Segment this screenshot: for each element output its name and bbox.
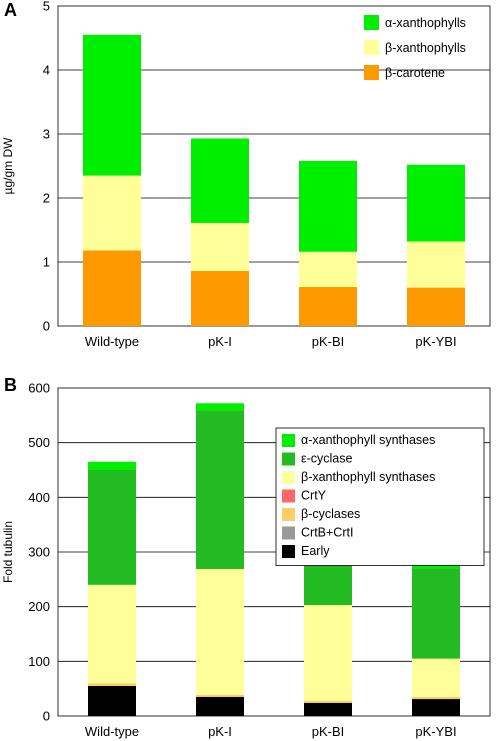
y-tick-label: 100 [28,654,50,669]
x-tick-label: pK-BI [312,724,345,739]
bar-segment [196,403,244,411]
legend-box [275,427,485,566]
y-tick-label: 600 [28,381,50,396]
legend-swatch [364,40,379,55]
y-tick-label: 5 [43,0,50,14]
bar-segment [196,696,244,716]
legend-swatch [282,545,295,558]
bar-segment [191,222,249,271]
legend-swatch [282,452,295,466]
bar-segment [412,568,460,659]
x-tick-label: Wild-type [85,334,139,349]
legend-entry: β-carotene [385,66,445,80]
y-tick-label: 200 [28,599,50,614]
bar-segment [304,565,352,606]
bar-segment [407,164,465,242]
bar-segment [304,702,352,716]
y-tick-label: 2 [43,191,50,206]
bar-segment [412,658,460,697]
legend-entry: β-xanthophyll synthases [301,470,435,484]
bar-segment [191,138,249,223]
y-tick-label: 0 [43,319,50,334]
bar-segment [304,700,352,703]
bar-segment [191,270,249,326]
bar-segment [407,287,465,326]
bar-segment [88,685,136,716]
bar-segment [88,461,136,470]
legend-entry: ε-cyclase [301,452,352,466]
legend: α-xanthophylls β-xanthophylls β-carotene [364,15,466,80]
bar-segment [299,251,357,287]
x-tick-label: pK-YBI [415,334,456,349]
bar-segment [412,696,460,700]
y-tick-label: 0 [43,709,50,724]
legend-swatch [364,15,379,30]
bar-segment [83,250,141,326]
panel-label: B [4,375,17,395]
legend-swatch [282,526,295,540]
legend-swatch [364,65,379,80]
bar-segment [196,568,244,695]
bar-segment [88,584,136,684]
y-tick-label: 4 [43,63,50,78]
legend-entry: α-xanthophylls [385,16,466,30]
bar-segment [196,410,244,569]
bar-segment [83,34,141,176]
legend-swatch [282,489,295,503]
bar-segment [412,699,460,716]
legend-entry: Early [301,544,330,558]
legend-swatch [282,434,295,447]
legend-entry: β-cyclases [301,507,360,521]
panel-label: A [4,0,17,20]
bar-segment [88,683,136,686]
bar-segment [304,605,352,701]
legend-entry: α-xanthophyll synthases [301,433,435,447]
x-tick-label: pK-I [208,334,232,349]
bar-segment [88,470,136,585]
bar-segment [83,175,141,251]
bar-segment [299,160,357,252]
chart-panel-b: B 0 100 200 300 400 500 600 Fold tubulin Wild-typ… [1,375,491,739]
legend-entry: CrtY [301,489,327,503]
legend: α-xanthophyll synthases ε-cyclase β-xantho… [275,427,485,566]
legend-entry: CrtB+CrtI [301,526,353,540]
x-tick-label: Wild-type [85,724,139,739]
y-tick-label: 500 [28,435,50,450]
chart-panel-a: A 0 1 2 3 4 5 µg/gm DW Wild-type pK-I pK-BI pK-YBI α… [1,0,491,349]
y-tick-label: 3 [43,127,50,142]
bar-segment [299,286,357,326]
legend-swatch [282,471,295,484]
bar-segment [407,241,465,288]
y-tick-label: 300 [28,545,50,560]
y-axis-label: µg/gm DW [1,137,15,195]
x-tick-label: pK-I [208,724,232,739]
y-tick-label: 400 [28,490,50,505]
legend-entry: β-xanthophylls [385,41,466,55]
x-tick-label: pK-BI [312,334,345,349]
legend-swatch [282,508,295,521]
y-tick-label: 1 [43,255,50,270]
bar-segment [412,564,460,569]
y-axis-label: Fold tubulin [1,521,15,583]
bar-segment [196,694,244,697]
x-tick-label: pK-YBI [415,724,456,739]
